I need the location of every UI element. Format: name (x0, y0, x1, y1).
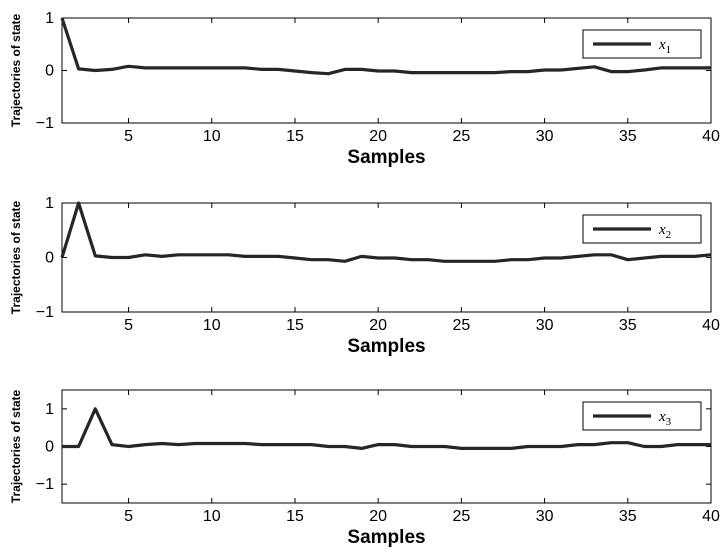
series-line-x3 (62, 407, 711, 450)
x-tick-label: 15 (286, 317, 304, 334)
y-tick-label: 0 (45, 439, 54, 456)
x-tick-label: 35 (619, 128, 637, 145)
legend-label-main: x (658, 37, 666, 53)
x-tick-label: 10 (203, 128, 221, 145)
x-tick-label: 30 (536, 128, 554, 145)
x-axis-label: Samples (347, 147, 425, 168)
legend-label-subscript: 1 (666, 44, 672, 56)
y-tick-label: 1 (45, 10, 54, 27)
x-tick-label: 25 (452, 508, 470, 525)
y-tick-label: −1 (36, 476, 54, 493)
x-tick-label: 35 (619, 317, 637, 334)
x-tick-label: 25 (452, 317, 470, 334)
subplot-3: 5 10 15 20 25 30 35 40 −1 0 1 x3 Samples Trajectories… (9, 389, 720, 548)
subplot-1: 5 10 15 20 25 30 35 40−101x1SamplesTrajectories… (9, 10, 720, 168)
legend-label: x1 (658, 37, 671, 56)
x-tick-label: 15 (286, 508, 304, 525)
x-tick-label: 10 (203, 317, 221, 334)
x-tick-label: 40 (702, 317, 720, 334)
x-tick-label: 15 (286, 128, 304, 145)
legend-label-main: x (658, 409, 666, 425)
y-tick-label: 1 (45, 401, 54, 418)
series-line-x1 (60, 17, 711, 76)
legend-label-subscript: 3 (666, 416, 672, 428)
x-tick-label: 5 (124, 128, 133, 145)
legend: x3 (582, 401, 702, 431)
x-tick-label: 30 (536, 508, 554, 525)
y-tick-label: −1 (36, 304, 54, 321)
subplot-2: 5 10 15 20 25 30 35 40 −1 0 1 x2 Samples Trajectories… (9, 195, 720, 357)
x-tick-label: 25 (452, 128, 470, 145)
legend: x2 (582, 214, 702, 244)
y-axis-label: Trajectories of state (9, 200, 23, 314)
legend: x1 (582, 29, 702, 59)
x-tick-label: 40 (702, 508, 720, 525)
x-tick-label: 5 (124, 508, 133, 525)
legend-label: x2 (658, 222, 671, 241)
series-line-x2 (60, 201, 712, 263)
x-tick-label: 20 (369, 508, 387, 525)
legend-label: x3 (658, 409, 672, 428)
x-tick-label: 5 (124, 317, 133, 334)
x-tick-label: 30 (536, 317, 554, 334)
x-tick-label: 20 (369, 317, 387, 334)
y-tick-label: 1 (45, 195, 54, 212)
y-tick-label: −1 (36, 115, 54, 132)
y-axis-label: Trajectories of state (9, 389, 23, 503)
x-axis-label: Samples (347, 336, 425, 357)
x-tick-label: 20 (369, 128, 387, 145)
x-tick-label: 40 (702, 128, 720, 145)
y-tick-label: 0 (45, 63, 54, 80)
x-tick-label: 35 (619, 508, 637, 525)
legend-label-subscript: 2 (666, 229, 672, 241)
y-tick-label: 0 (45, 250, 54, 267)
x-axis-label: Samples (347, 527, 425, 548)
y-axis-label: Trajectories of state (9, 13, 23, 127)
x-tick-label: 10 (203, 508, 221, 525)
legend-label-main: x (658, 222, 666, 238)
